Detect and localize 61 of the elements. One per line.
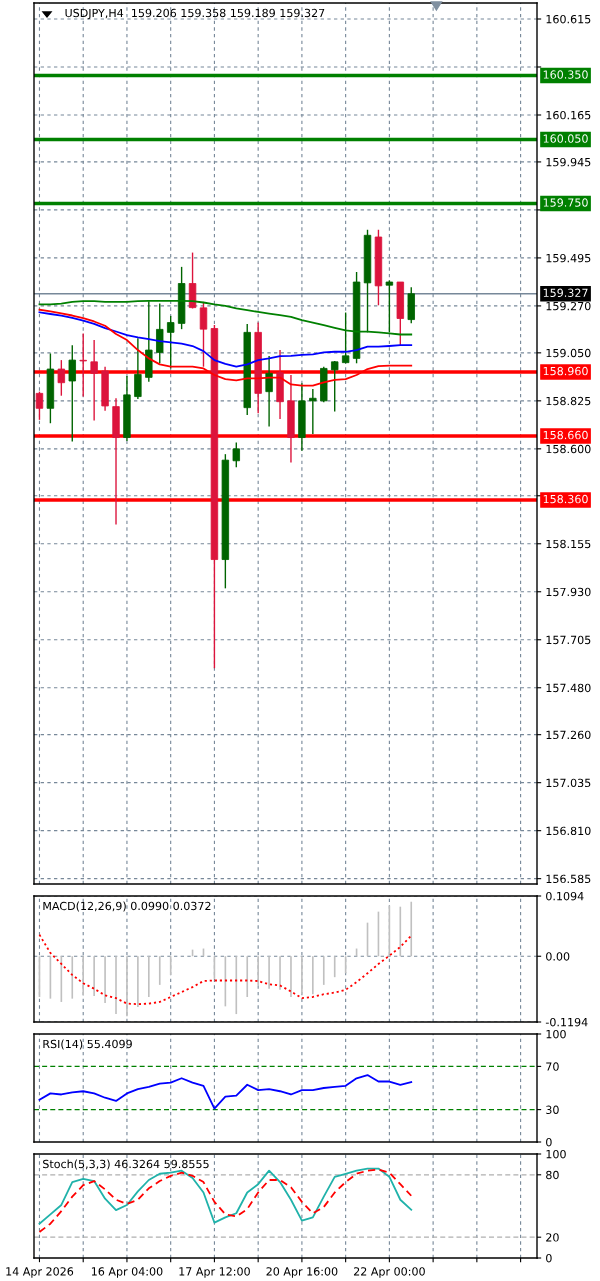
candlestick <box>57 359 66 397</box>
chart-title: USDJPY,H4 159.206 159.358 159.189 159.327 <box>65 8 325 20</box>
line-series <box>38 1074 413 1110</box>
y-tick-label: 160.615 <box>546 14 591 24</box>
ref-line-label: 158.660 <box>543 430 588 440</box>
y-tick-label: 156.810 <box>546 826 591 836</box>
y-tick-label: 70 <box>546 1062 559 1071</box>
ref-line-label: 159.750 <box>543 198 588 207</box>
y-tick-label: 159.270 <box>546 301 591 311</box>
y-tick-label: 157.035 <box>546 778 591 788</box>
x-tick-label: 17 Apr 12:00 <box>179 1267 250 1278</box>
y-tick-label: 156.585 <box>546 874 591 884</box>
x-tick-label: 20 Apr 16:00 <box>266 1267 338 1278</box>
x-tick-label: 22 Apr 00:00 <box>353 1267 425 1278</box>
y-tick-label: -0.1194 <box>545 1017 588 1027</box>
candlestick <box>232 441 240 468</box>
line-series <box>38 299 413 336</box>
candlestick <box>331 360 339 413</box>
y-tick-label: 157.705 <box>546 635 591 645</box>
chart-title: RSI(14) 55.4099 <box>43 1039 132 1050</box>
y-tick-label: 159.050 <box>546 348 591 358</box>
candlestick <box>156 302 164 364</box>
y-tick-label: 0 <box>546 1137 552 1147</box>
y-tick-label: 100 <box>546 1029 566 1039</box>
candlestick <box>341 311 350 364</box>
ref-line-label: 160.050 <box>543 134 588 143</box>
chart-title: Stoch(5,3,3) 46.3264 59.8555 <box>43 1159 209 1170</box>
y-tick-label: 159.945 <box>546 157 591 167</box>
ref-line-label: 159.327 <box>543 288 588 297</box>
x-tick-label: 14 Apr 2026 <box>6 1267 74 1278</box>
y-tick-label: 157.930 <box>546 587 591 597</box>
candlestick <box>90 339 98 422</box>
y-tick-label: 158.825 <box>546 396 591 406</box>
x-tick-label: 16 Apr 04:00 <box>91 1267 163 1278</box>
line-series <box>38 311 413 368</box>
candlestick <box>68 344 76 443</box>
candlestick <box>79 332 87 398</box>
candlestick <box>134 337 142 400</box>
y-tick-label: 158.155 <box>546 539 591 549</box>
chart-title: MACD(12,26,9) 0.0990 0.0372 <box>43 901 211 912</box>
y-tick-label: 0 <box>546 1253 552 1263</box>
y-tick-label: 157.260 <box>546 730 591 740</box>
y-tick-label: 160.165 <box>546 110 591 120</box>
ref-line-label: 158.960 <box>543 366 588 376</box>
y-tick-label: 20 <box>546 1233 559 1242</box>
y-tick-label: 159.495 <box>546 253 591 263</box>
line-series <box>38 933 413 1006</box>
y-tick-label: 158.600 <box>546 444 591 454</box>
candlestick <box>385 279 394 334</box>
y-tick-label: 100 <box>546 1149 566 1159</box>
y-tick-label: 80 <box>546 1170 559 1180</box>
candlestick <box>35 390 44 421</box>
y-tick-label: 157.480 <box>546 683 591 693</box>
y-tick-label: 30 <box>546 1105 559 1114</box>
candlestick <box>265 355 273 428</box>
y-tick-label: 0.00 <box>546 952 570 961</box>
candlestick <box>309 388 317 435</box>
ref-line-label: 158.360 <box>543 494 588 504</box>
candlestick <box>199 301 208 368</box>
ref-line-label: 160.350 <box>543 70 588 79</box>
y-tick-label: 0.1094 <box>546 891 584 901</box>
